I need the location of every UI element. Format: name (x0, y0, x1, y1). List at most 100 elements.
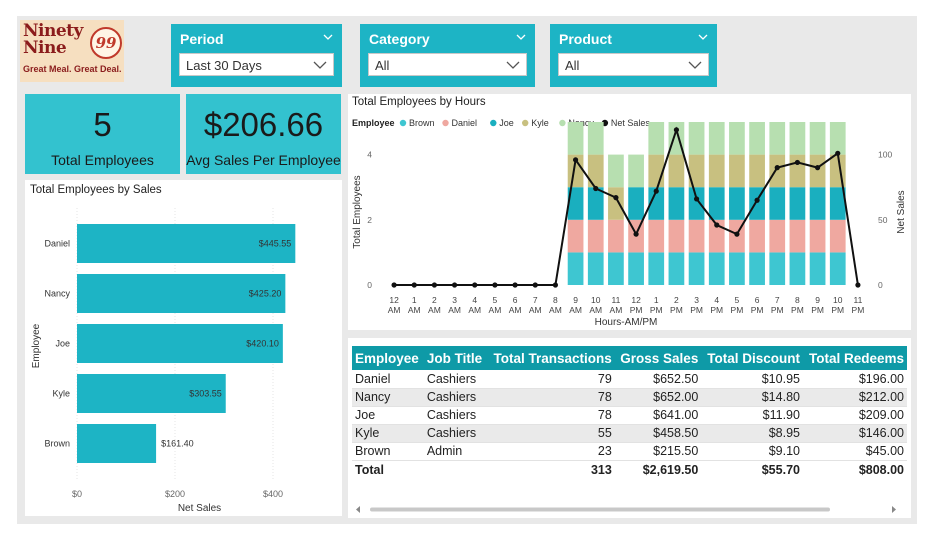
net-sales-point[interactable] (693, 196, 700, 202)
net-sales-point[interactable] (593, 185, 599, 192)
net-sales-point[interactable] (431, 282, 438, 288)
bar-segment-daniel[interactable] (688, 219, 705, 253)
bar-daniel[interactable] (77, 224, 296, 263)
bar-segment-brown[interactable] (648, 252, 665, 285)
bar-segment-daniel[interactable] (708, 219, 725, 253)
bar-segment-daniel[interactable] (648, 219, 665, 253)
bar-segment-brown[interactable] (829, 252, 846, 285)
chevron-down-icon[interactable] (516, 33, 526, 41)
bar-segment-kyle[interactable] (809, 154, 826, 188)
net-sales-point[interactable] (572, 157, 579, 163)
bar-segment-nancy[interactable] (809, 122, 826, 155)
chevron-down-icon[interactable] (688, 60, 702, 70)
chevron-down-icon[interactable] (698, 33, 708, 41)
column-header-total-discount[interactable]: Total Discount (701, 346, 803, 370)
column-header-employee[interactable]: Employee (352, 346, 424, 370)
bar-segment-kyle[interactable] (769, 154, 786, 188)
bar-segment-daniel[interactable] (809, 219, 826, 253)
bar-kyle[interactable] (77, 374, 226, 413)
net-sales-point[interactable] (734, 231, 740, 237)
net-sales-point[interactable] (512, 282, 518, 288)
net-sales-point[interactable] (633, 231, 639, 237)
bar-segment-nancy[interactable] (648, 122, 665, 155)
legend-item[interactable]: Brown (409, 118, 435, 128)
bar-segment-nancy[interactable] (608, 154, 624, 188)
bar-segment-brown[interactable] (789, 252, 806, 285)
net-sales-point[interactable] (492, 282, 498, 288)
bar-brown[interactable] (77, 424, 157, 463)
chevron-down-icon[interactable] (313, 60, 327, 70)
column-header-total-redeems[interactable]: Total Redeems (802, 346, 907, 370)
bar-segment-joe[interactable] (668, 187, 685, 220)
bar-segment-brown[interactable] (587, 252, 604, 285)
bar-segment-daniel[interactable] (789, 219, 806, 253)
bar-segment-joe[interactable] (708, 187, 725, 220)
bar-segment-kyle[interactable] (587, 154, 604, 188)
column-header-total-transactions[interactable]: Total Transactions (486, 346, 615, 370)
chevron-down-icon[interactable] (323, 33, 333, 41)
bar-segment-joe[interactable] (789, 187, 806, 220)
bar-segment-joe[interactable] (648, 187, 665, 220)
bar-nancy[interactable] (77, 274, 286, 313)
legend-item[interactable]: Net Sales (611, 118, 651, 128)
bar-segment-joe[interactable] (729, 187, 745, 220)
period-slicer[interactable]: Period Last 30 Days (171, 24, 342, 87)
net-sales-point[interactable] (814, 165, 821, 171)
column-header-job-title[interactable]: Job Title (423, 346, 487, 370)
bar-segment-daniel[interactable] (587, 219, 604, 253)
product-slicer[interactable]: Product All (550, 24, 717, 87)
bar-segment-brown[interactable] (668, 252, 685, 285)
net-sales-point[interactable] (673, 127, 680, 133)
scrollbar-thumb[interactable] (370, 507, 830, 512)
bar-segment-kyle[interactable] (648, 154, 665, 188)
category-dropdown[interactable]: All (368, 53, 527, 76)
bar-segment-daniel[interactable] (608, 219, 624, 253)
legend-item[interactable]: Daniel (452, 118, 478, 128)
bar-segment-kyle[interactable] (729, 154, 745, 188)
bar-segment-daniel[interactable] (829, 219, 846, 253)
bar-segment-joe[interactable] (809, 187, 826, 220)
period-dropdown[interactable]: Last 30 Days (179, 53, 334, 76)
category-slicer[interactable]: Category All (360, 24, 535, 87)
bar-segment-kyle[interactable] (668, 154, 685, 188)
net-sales-point[interactable] (855, 282, 861, 288)
net-sales-point[interactable] (472, 282, 478, 288)
net-sales-point[interactable] (774, 165, 780, 171)
bar-segment-kyle[interactable] (688, 154, 705, 188)
bar-segment-joe[interactable] (567, 187, 584, 220)
net-sales-point[interactable] (451, 282, 458, 288)
bar-segment-daniel[interactable] (749, 219, 765, 253)
bar-segment-nancy[interactable] (749, 122, 765, 155)
bar-segment-nancy[interactable] (688, 122, 705, 155)
bar-segment-nancy[interactable] (829, 122, 846, 155)
bar-segment-brown[interactable] (809, 252, 826, 285)
bar-segment-joe[interactable] (587, 187, 604, 220)
legend-item[interactable]: Joe (499, 118, 514, 128)
net-sales-point[interactable] (714, 222, 720, 228)
bar-segment-kyle[interactable] (708, 154, 725, 188)
scroll-right-arrow-icon[interactable] (892, 506, 896, 513)
bar-segment-kyle[interactable] (749, 154, 765, 188)
bar-segment-brown[interactable] (567, 252, 584, 285)
bar-segment-kyle[interactable] (789, 154, 806, 188)
bar-segment-brown[interactable] (628, 252, 644, 285)
bar-segment-daniel[interactable] (567, 219, 584, 253)
bar-segment-daniel[interactable] (769, 219, 786, 253)
table-horizontal-scrollbar[interactable] (352, 505, 907, 514)
bar-segment-brown[interactable] (749, 252, 765, 285)
net-sales-point[interactable] (552, 282, 559, 288)
bar-segment-nancy[interactable] (769, 122, 786, 155)
net-sales-point[interactable] (794, 159, 801, 166)
bar-segment-brown[interactable] (708, 252, 725, 285)
net-sales-point[interactable] (613, 195, 619, 201)
bar-segment-brown[interactable] (729, 252, 745, 285)
bar-segment-nancy[interactable] (587, 122, 604, 155)
bar-segment-brown[interactable] (688, 252, 705, 285)
bar-segment-brown[interactable] (608, 252, 624, 285)
bar-joe[interactable] (77, 324, 283, 363)
bar-segment-nancy[interactable] (708, 122, 725, 155)
net-sales-point[interactable] (532, 282, 538, 288)
net-sales-point[interactable] (835, 150, 841, 156)
bar-segment-nancy[interactable] (789, 122, 806, 155)
bar-segment-joe[interactable] (688, 187, 705, 220)
